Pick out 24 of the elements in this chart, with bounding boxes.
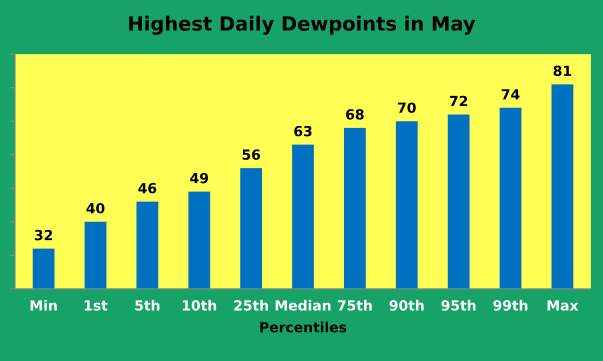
chart-title: Highest Daily Dewpoints in May	[129, 16, 476, 35]
x-tick-label: Min	[30, 300, 57, 310]
x-axis-title: Percentiles	[260, 322, 346, 332]
x-tick-label: 1st	[84, 300, 108, 311]
data-label: 40	[86, 203, 104, 214]
data-label: 81	[554, 66, 572, 76]
x-tick-label: Max	[548, 300, 578, 311]
x-tick-label: 10th	[182, 300, 216, 311]
data-label: 70	[398, 102, 416, 113]
x-tick-label: Median	[276, 300, 331, 311]
data-label: 46	[138, 182, 156, 194]
x-tick-label: 25th	[234, 300, 268, 311]
x-tick-label: 5th	[135, 300, 160, 311]
x-tick-label: 75th	[338, 300, 372, 311]
data-label: 63	[294, 126, 312, 136]
data-label: 49	[190, 172, 208, 184]
data-label: 32	[34, 230, 52, 240]
data-label: 72	[450, 96, 468, 106]
x-tick-label: 90th	[390, 300, 424, 311]
data-label: 68	[346, 109, 364, 120]
data-label: 74	[502, 89, 520, 100]
x-tick-label: 99th	[493, 300, 528, 311]
x-tick-label: 95th	[441, 300, 476, 311]
data-label: 56	[242, 149, 260, 160]
